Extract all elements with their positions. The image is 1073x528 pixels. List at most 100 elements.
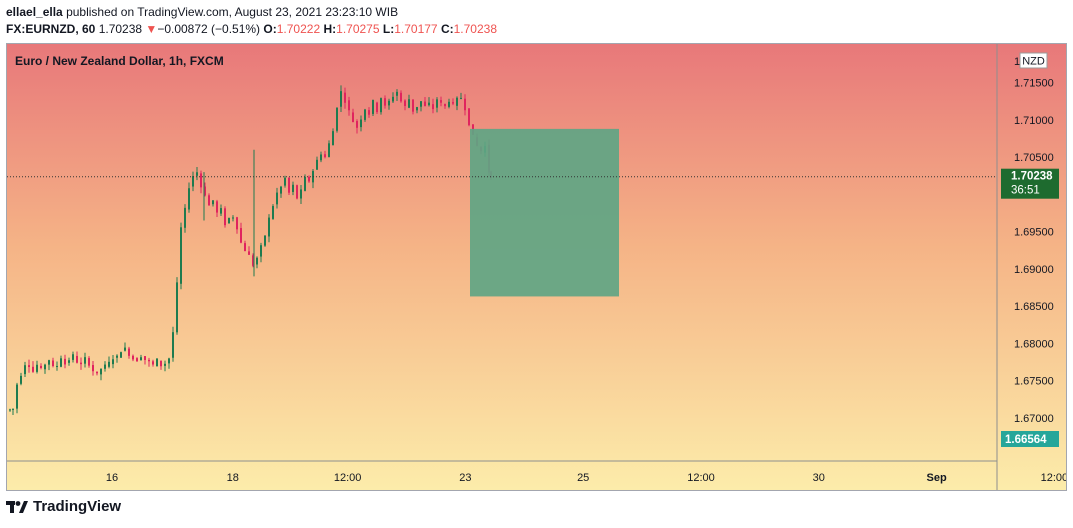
price-change: −0.00872 (−0.51%) xyxy=(157,22,261,36)
candle-body xyxy=(244,243,246,252)
open-label: O: xyxy=(263,22,277,36)
candle-body xyxy=(64,358,66,365)
candle-body xyxy=(180,227,182,284)
price-tick-label: 1.71000 xyxy=(1014,115,1054,127)
time-tick-label: 18 xyxy=(227,472,239,484)
candle-body xyxy=(116,355,118,358)
candle-body xyxy=(92,365,94,372)
candle-body xyxy=(240,228,242,243)
candle-body xyxy=(364,109,366,120)
candle-body xyxy=(224,208,226,226)
candle-body xyxy=(304,176,306,191)
candle-body xyxy=(200,173,202,188)
candle-body xyxy=(316,159,318,170)
candle-body xyxy=(164,363,166,366)
candle-body xyxy=(68,360,70,363)
price-tick-label: 1.69500 xyxy=(1014,227,1054,239)
candle-body xyxy=(168,358,170,364)
candle-body xyxy=(336,107,338,131)
open-value: 1.70222 xyxy=(276,22,321,36)
candle-body xyxy=(24,365,26,375)
tradingview-logo[interactable]: TradingView xyxy=(6,498,121,515)
candle-body xyxy=(292,184,294,192)
low-value: 1.70177 xyxy=(394,22,438,36)
price-chart[interactable]: 1.71500 1.71000 1.70500 1.69500 1.69000 1.685… xyxy=(7,44,1066,490)
candle-body xyxy=(280,186,282,194)
candle-body xyxy=(440,100,442,103)
candle-body xyxy=(284,177,286,186)
down-arrow-icon: ▼ xyxy=(145,22,158,36)
candle-body xyxy=(448,101,450,107)
price-tick-label: 1.67500 xyxy=(1014,376,1054,388)
candle-body xyxy=(56,365,58,367)
candle-body xyxy=(32,366,34,372)
candle-body xyxy=(84,357,86,364)
author-name[interactable]: ellael_ella xyxy=(6,5,63,19)
candle-body xyxy=(308,176,310,182)
time-tick-label: Sep xyxy=(927,472,947,484)
candle-body xyxy=(404,100,406,106)
time-tick-label: 12:00 xyxy=(687,472,715,484)
price-axis[interactable]: 1.71500 1.71000 1.70500 1.69500 1.69000 1.685… xyxy=(1014,78,1054,425)
candle-body xyxy=(268,217,270,237)
candle-body xyxy=(80,362,82,365)
candle-body xyxy=(464,98,466,111)
price-tick-label: 1.68000 xyxy=(1014,338,1054,350)
price-tick-label: 1.70500 xyxy=(1014,152,1054,164)
candle-body xyxy=(120,352,122,358)
price-tick-label: 1.69000 xyxy=(1014,264,1054,276)
candle-body xyxy=(124,347,126,351)
candle-body xyxy=(192,176,194,187)
candle-body xyxy=(148,359,150,362)
candle-body xyxy=(420,101,422,107)
candle-body xyxy=(60,358,62,367)
price-tick-label: 1.67000 xyxy=(1014,413,1054,425)
candle-body xyxy=(320,154,322,161)
candle-body xyxy=(100,368,102,375)
chart-frame[interactable]: 1.71500 1.71000 1.70500 1.69500 1.69000 1.685… xyxy=(6,43,1067,491)
candle-body xyxy=(48,360,50,365)
projection-box[interactable] xyxy=(470,128,619,297)
candle-body xyxy=(228,218,230,224)
candle-body xyxy=(368,110,370,115)
time-tick-label: 12:00 xyxy=(1041,472,1066,484)
candle-body xyxy=(188,188,190,210)
target-price-label: 1.66564 xyxy=(1001,431,1059,447)
chart-title: Euro / New Zealand Dollar, 1h, FXCM xyxy=(15,54,224,68)
close-label: C: xyxy=(440,22,454,36)
candle-body xyxy=(112,359,114,365)
last-price-label: 1.70238 36:51 xyxy=(1001,168,1059,199)
candle-body xyxy=(428,102,430,106)
time-tick-label: 30 xyxy=(813,472,825,484)
candle-body xyxy=(300,189,302,199)
candle-body xyxy=(96,371,98,374)
high-value: 1.70275 xyxy=(336,22,380,36)
last-price-text: 1.70238 xyxy=(98,22,143,36)
candle-body xyxy=(248,251,250,255)
candle-body xyxy=(456,97,458,106)
candle-body xyxy=(136,358,138,362)
candle-body xyxy=(380,98,382,113)
time-axis[interactable]: 16 18 12:00 23 25 12:00 30 Sep 12:00 xyxy=(106,472,1066,484)
currency-badge-label: NZD xyxy=(1022,56,1045,68)
candle-body xyxy=(36,364,38,372)
candle-body xyxy=(176,282,178,333)
publish-info: published on TradingView.com, August 23,… xyxy=(66,5,399,19)
candle-body xyxy=(296,185,298,199)
candle-body xyxy=(328,143,330,157)
price-tick-label: 1.71500 xyxy=(1014,78,1054,90)
candle-body xyxy=(236,217,238,230)
countdown-value: 36:51 xyxy=(1011,185,1040,197)
candle-body xyxy=(104,364,106,369)
candle-body xyxy=(16,384,18,409)
candle-body xyxy=(416,107,418,111)
currency-badge[interactable]: NZD xyxy=(1019,52,1048,69)
candle-body xyxy=(156,358,158,367)
candle-body xyxy=(196,172,198,176)
last-price-value: 1.70238 xyxy=(1011,171,1053,183)
candle-body xyxy=(412,99,414,112)
candle-body xyxy=(264,235,266,246)
candle-body xyxy=(356,121,358,128)
candle-body xyxy=(460,97,462,99)
candle-body xyxy=(432,104,434,110)
